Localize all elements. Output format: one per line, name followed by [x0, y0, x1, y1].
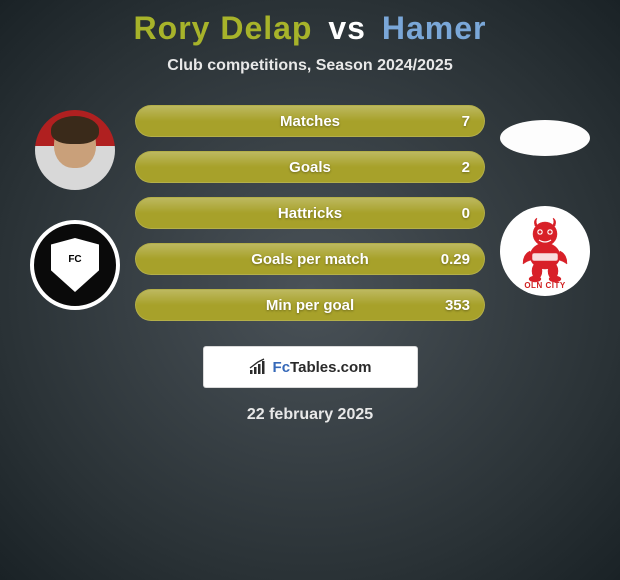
- player1-club-logo: FC: [30, 220, 120, 310]
- branding-text: FcTables.com: [273, 359, 372, 376]
- player2-photo: [500, 120, 590, 156]
- stat-value-right: 0: [430, 205, 470, 222]
- stat-label: Min per goal: [190, 297, 430, 314]
- subtitle: Club competitions, Season 2024/2025: [0, 57, 620, 75]
- stat-value-right: 0.29: [430, 251, 470, 268]
- chart-icon: [249, 358, 267, 376]
- player2-club-logo: OLN CITY: [500, 206, 590, 296]
- vs-label: vs: [328, 10, 366, 46]
- stat-label: Goals per match: [190, 251, 430, 268]
- stat-label: Matches: [190, 113, 430, 130]
- left-column: FC: [15, 105, 135, 310]
- stat-bar: Min per goal353: [135, 289, 485, 321]
- shield-text: FC: [57, 245, 93, 285]
- brand-suffix: Tables.com: [290, 359, 371, 376]
- branding-box: FcTables.com: [203, 346, 418, 388]
- stat-value-right: 7: [430, 113, 470, 130]
- stat-value-right: 353: [430, 297, 470, 314]
- stat-bar: Matches7: [135, 105, 485, 137]
- shield-icon: FC: [51, 238, 99, 292]
- page-title: Rory Delap vs Hamer: [0, 0, 620, 47]
- player2-name: Hamer: [382, 10, 487, 46]
- stat-bar: Goals per match0.29: [135, 243, 485, 275]
- stat-label: Goals: [190, 159, 430, 176]
- date-label: 22 february 2025: [0, 406, 620, 424]
- imp-icon: [515, 216, 575, 286]
- player2-club-text: OLN CITY: [524, 281, 565, 290]
- stat-value-right: 2: [430, 159, 470, 176]
- stat-bar: Goals2: [135, 151, 485, 183]
- stat-label: Hattricks: [190, 205, 430, 222]
- comparison-content: FC Matches7 Goals2 Hattricks0 Goals per mat…: [0, 105, 620, 321]
- right-column: OLN CITY: [485, 105, 605, 296]
- stat-bar: Hattricks0: [135, 197, 485, 229]
- stats-list: Matches7Goals2Hattricks0Goals per match0…: [135, 105, 485, 321]
- player1-name: Rory Delap: [134, 10, 313, 46]
- player1-photo: [35, 110, 115, 190]
- brand-prefix: Fc: [273, 359, 291, 376]
